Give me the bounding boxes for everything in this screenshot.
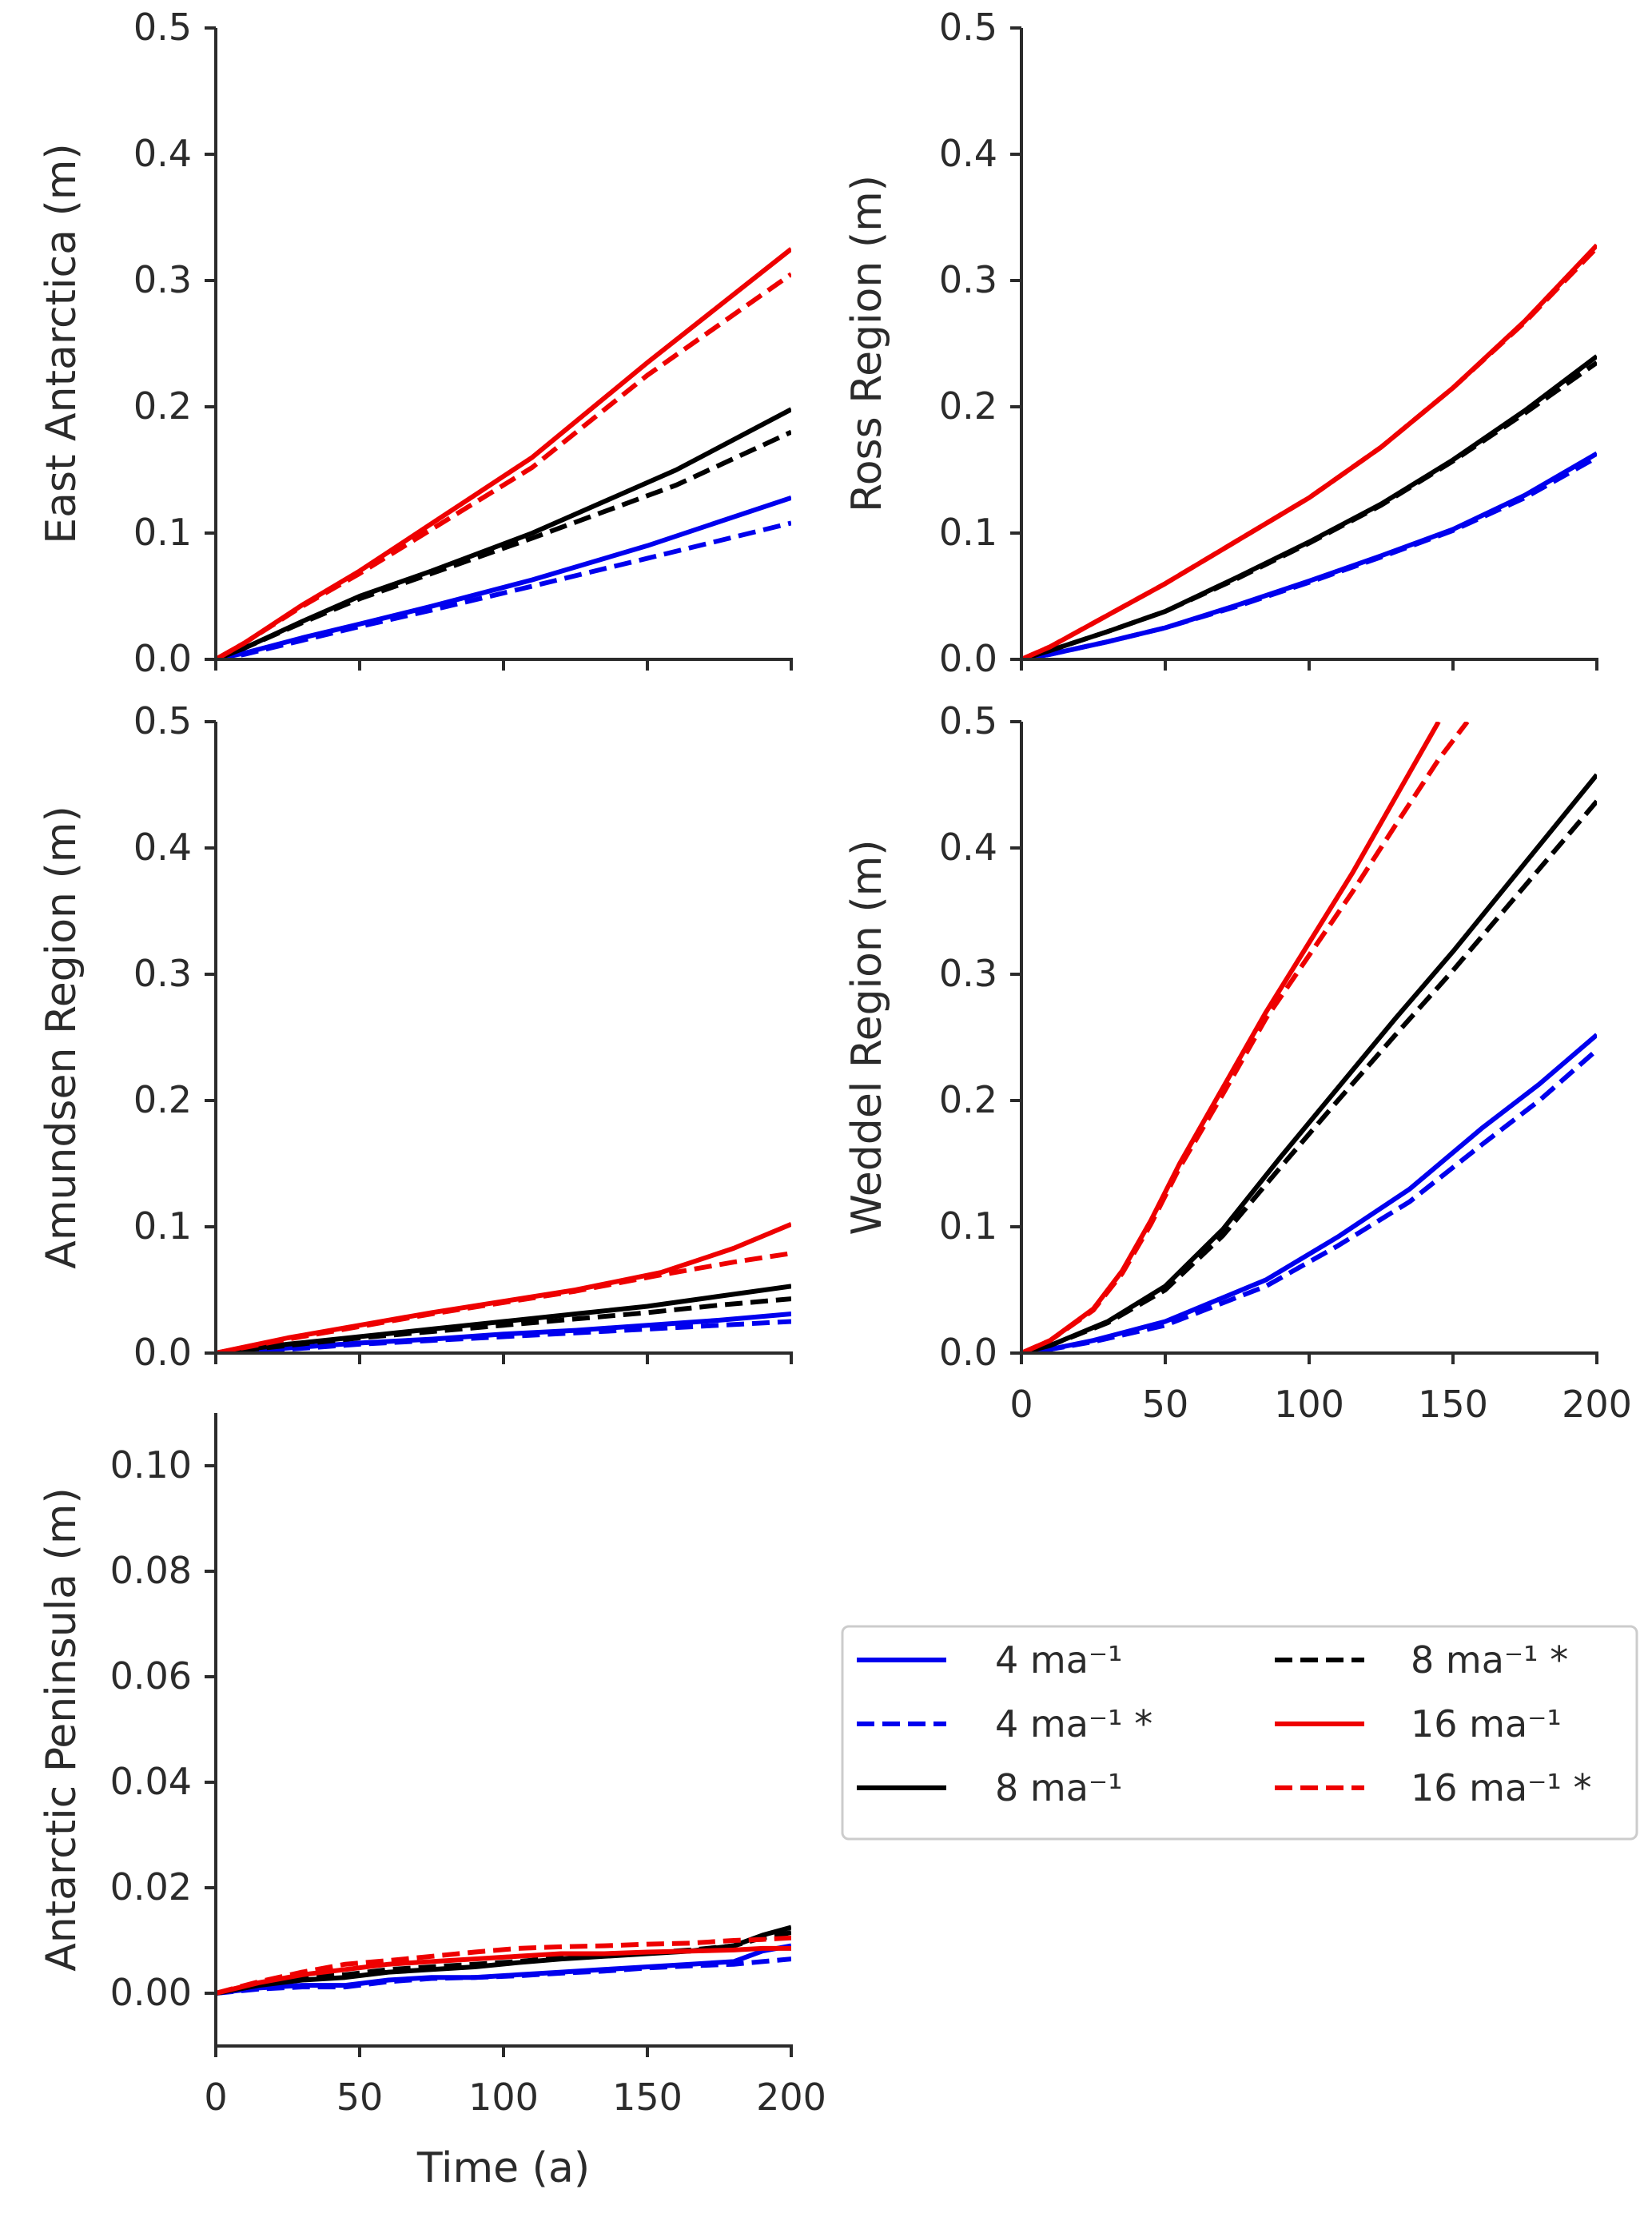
x-tick-label: 200	[1562, 1383, 1632, 1426]
legend-label-s4s: 4 ma⁻¹ *	[995, 1702, 1152, 1745]
series-line-s16s	[1021, 245, 1597, 659]
series-line-s4	[1021, 451, 1597, 659]
series-line-s8s	[216, 429, 791, 659]
series-line-s4s	[1021, 1048, 1597, 1353]
series-group	[1021, 722, 1597, 1353]
series-group	[216, 1925, 791, 1996]
series-line-s16	[1021, 243, 1597, 659]
series-line-s4s	[216, 1319, 791, 1353]
legend-label-s8s: 8 ma⁻¹ *	[1411, 1638, 1568, 1682]
legend-label-s8: 8 ma⁻¹	[995, 1766, 1123, 1809]
x-tick-label: 50	[1142, 1383, 1189, 1426]
legend-items: 4 ma⁻¹ 4 ma⁻¹ * 8 ma⁻¹ 8 ma⁻¹ * 16 ma⁻¹ 16 ma…	[857, 1638, 1592, 1809]
series-group	[216, 1222, 791, 1353]
y-tick-label: 0.3	[133, 258, 192, 301]
series-line-s8s	[1021, 799, 1597, 1353]
series-line-s4	[216, 1943, 791, 1996]
y-tick-label: 0.0	[939, 1331, 997, 1374]
y-tick-label: 0.5	[133, 699, 192, 742]
x-tick-label: 100	[1274, 1383, 1344, 1426]
x-axis-title: Time (a)	[416, 2144, 590, 2192]
series-line-s8s	[1021, 360, 1597, 659]
x-tick-label: 100	[468, 2076, 539, 2119]
x-tick-label: 150	[612, 2076, 683, 2119]
y-tick-label: 0.08	[110, 1549, 192, 1592]
panel-amundsen: 0.0 0.1 0.2 0.3 0.4 0.5 Amundsen Region (m)	[38, 699, 793, 1374]
legend-frame	[841, 1625, 1638, 1841]
series-line-s8	[216, 1925, 791, 1996]
panel-east: 0.0 0.1 0.2 0.3 0.4 0.5 East Antarctica (m)	[38, 6, 793, 680]
legend-label-s16: 16 ma⁻¹	[1411, 1702, 1562, 1745]
legend-label-s4: 4 ma⁻¹	[995, 1638, 1123, 1682]
y-tick-label: 0.1	[133, 511, 192, 554]
y-tick-label: 0.0	[939, 637, 997, 680]
series-group	[216, 247, 791, 659]
series-line-s8s	[216, 1296, 791, 1353]
series-line-s4	[216, 495, 791, 659]
y-tick-label: 0.1	[939, 1204, 997, 1248]
y-tick-label: 0.2	[939, 384, 997, 428]
y-tick-label: 0.06	[110, 1654, 192, 1698]
y-tick-label: 0.4	[133, 826, 192, 869]
series-group	[1021, 243, 1597, 659]
y-axis-title: Ross Region (m)	[843, 175, 891, 512]
series-line-s16s	[1021, 722, 1470, 1353]
series-line-s8	[216, 1284, 791, 1353]
y-tick-label: 0.2	[133, 384, 192, 428]
series-line-s16s	[216, 1251, 791, 1353]
y-tick-label: 0.1	[939, 511, 997, 554]
y-tick-label: 0.4	[939, 132, 997, 175]
y-axis-title: Weddel Region (m)	[843, 839, 891, 1235]
legend: 4 ma⁻¹ 4 ma⁻¹ * 8 ma⁻¹ 8 ma⁻¹ * 16 ma⁻¹ 16 ma…	[841, 1625, 1638, 1841]
y-tick-label: 0.5	[133, 6, 192, 49]
y-tick-label: 0.00	[110, 1971, 192, 2014]
y-tick-label: 0.10	[110, 1443, 192, 1487]
y-tick-label: 0.3	[939, 952, 997, 995]
panel-weddel: 0.0 0.1 0.2 0.3 0.4 0.5 0 50 100 150 200 Weddel Reg…	[843, 699, 1632, 1426]
series-line-s8	[1021, 773, 1597, 1353]
y-tick-label: 0.4	[939, 826, 997, 869]
series-line-s16s	[216, 1935, 791, 1996]
y-tick-label: 0.3	[939, 258, 997, 301]
y-tick-label: 0.0	[133, 637, 192, 680]
panel-ross: 0.0 0.1 0.2 0.3 0.4 0.5 Ross Region (m)	[843, 6, 1598, 680]
y-tick-label: 0.04	[110, 1760, 192, 1803]
y-tick-label: 0.5	[939, 699, 997, 742]
y-tick-label: 0.0	[133, 1331, 192, 1374]
y-axis-title: Antarctic Peninsula (m)	[38, 1487, 86, 1972]
series-line-s16s	[216, 272, 791, 659]
series-line-s4	[1021, 1033, 1597, 1353]
x-tick-label: 200	[756, 2076, 826, 2119]
series-line-s4s	[1021, 455, 1597, 659]
panel-peninsula: 0.00 0.02 0.04 0.06 0.08 0.10 0 50 100 150 200 Anta…	[38, 1413, 826, 2192]
y-tick-label: 0.2	[939, 1078, 997, 1121]
x-tick-label: 150	[1418, 1383, 1488, 1426]
y-tick-label: 0.02	[110, 1865, 192, 1909]
legend-label-s16s: 16 ma⁻¹ *	[1411, 1766, 1592, 1809]
x-tick-label: 0	[1009, 1383, 1033, 1426]
series-line-s16	[216, 1945, 791, 1996]
series-line-s16	[216, 247, 791, 659]
x-tick-label: 0	[204, 2076, 227, 2119]
y-tick-label: 0.2	[133, 1078, 192, 1121]
series-line-s4	[216, 1312, 791, 1353]
series-line-s16	[1021, 722, 1441, 1353]
y-tick-label: 0.4	[133, 132, 192, 175]
x-tick-label: 50	[336, 2076, 384, 2119]
y-tick-label: 0.5	[939, 6, 997, 49]
y-axis-title: East Antarctica (m)	[38, 143, 86, 543]
y-axis-title: Amundsen Region (m)	[38, 806, 86, 1269]
series-line-s4s	[216, 520, 791, 659]
y-tick-label: 0.3	[133, 952, 192, 995]
y-tick-label: 0.1	[133, 1204, 192, 1248]
